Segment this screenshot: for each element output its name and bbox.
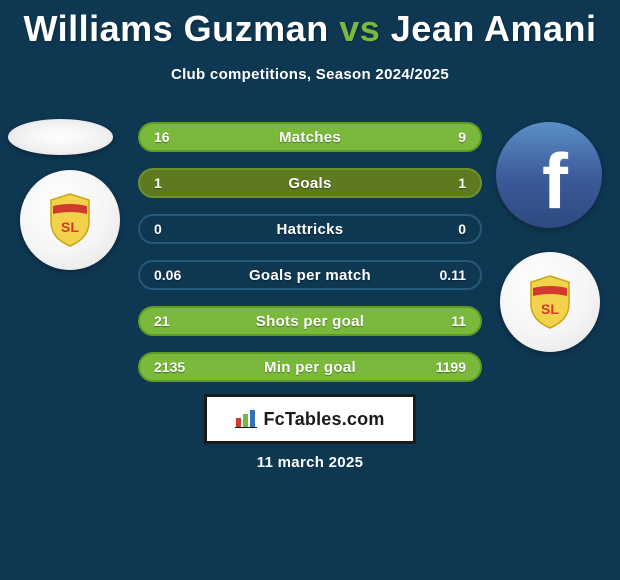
stat-value-left: 1: [154, 175, 162, 191]
shield-icon: SL: [47, 192, 93, 248]
stat-label: Goals per match: [249, 267, 371, 284]
stat-value-right: 0.11: [440, 267, 466, 283]
stats-table: 16 Matches 9 1 Goals 1 0 Hattricks 0 0.06 Goals pe…: [138, 122, 482, 398]
stat-label: Min per goal: [264, 359, 356, 376]
facebook-icon[interactable]: f: [496, 122, 602, 228]
stat-row: 0.06 Goals per match 0.11: [138, 260, 482, 290]
date-label: 11 march 2025: [0, 454, 620, 471]
stat-label: Shots per goal: [256, 313, 364, 330]
stat-value-right: 9: [458, 129, 466, 145]
brand-text: FcTables.com: [263, 409, 384, 430]
title-vs: vs: [339, 8, 380, 49]
stat-value-left: 2135: [154, 359, 185, 375]
stat-value-right: 1199: [436, 359, 466, 375]
stat-value-left: 0.06: [154, 267, 181, 283]
player1-club-crest: SL: [20, 170, 120, 270]
stat-row: 1 Goals 1: [138, 168, 482, 198]
subtitle: Club competitions, Season 2024/2025: [0, 66, 620, 83]
stat-row: 21 Shots per goal 11: [138, 306, 482, 336]
svg-text:SL: SL: [61, 219, 79, 235]
stat-label: Goals: [288, 175, 331, 192]
stat-row: 0 Hattricks 0: [138, 214, 482, 244]
player1-avatar: [8, 119, 113, 155]
chart-icon: [235, 410, 257, 428]
svg-text:SL: SL: [541, 301, 559, 317]
stat-value-right: 0: [458, 221, 466, 237]
stat-row: 16 Matches 9: [138, 122, 482, 152]
stat-row: 2135 Min per goal 1199: [138, 352, 482, 382]
title-player1: Williams Guzman: [23, 8, 328, 49]
title-player2: Jean Amani: [391, 8, 597, 49]
stat-value-right: 1: [458, 175, 466, 191]
brand-box[interactable]: FcTables.com: [204, 394, 416, 444]
stat-value-left: 21: [154, 313, 170, 329]
shield-icon: SL: [527, 274, 573, 330]
stat-value-right: 11: [451, 313, 466, 329]
stat-label: Matches: [279, 129, 341, 146]
stat-value-left: 16: [154, 129, 170, 145]
page-title: Williams Guzman vs Jean Amani: [0, 0, 620, 50]
player2-club-crest: SL: [500, 252, 600, 352]
stat-label: Hattricks: [277, 221, 344, 238]
stat-value-left: 0: [154, 221, 162, 237]
facebook-f-glyph: f: [542, 136, 568, 227]
